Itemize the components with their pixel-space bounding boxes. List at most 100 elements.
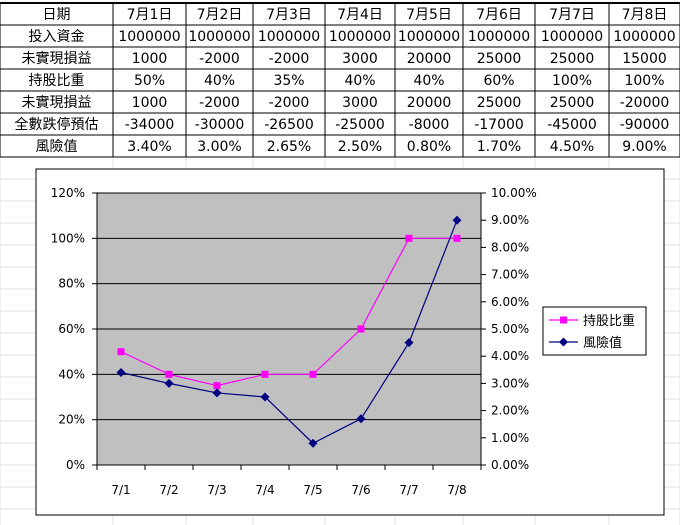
table-cell[interactable]: -17000: [474, 117, 524, 133]
y-right-tick-label: 8.00%: [491, 240, 529, 254]
table-header-cell[interactable]: 7月3日: [266, 7, 312, 23]
y-left-tick-label: 120%: [51, 186, 85, 200]
table-header-cell[interactable]: 7月8日: [622, 7, 668, 23]
table-cell[interactable]: 9.00%: [622, 139, 666, 155]
x-tick-label: 7/3: [207, 483, 226, 497]
table-cell[interactable]: 1000000: [398, 29, 460, 45]
table-header-cell[interactable]: 7月1日: [127, 7, 173, 23]
table-cell[interactable]: 1000: [132, 51, 168, 67]
table-cell[interactable]: -30000: [195, 117, 245, 133]
table-row-label[interactable]: 未實現損益: [22, 50, 92, 67]
series-line: [120, 219, 458, 444]
table-cell[interactable]: 1000000: [188, 29, 250, 45]
legend-label: 風險值: [583, 335, 622, 351]
table-cell[interactable]: 15000: [622, 51, 667, 67]
table-cell[interactable]: 25000: [550, 95, 595, 111]
data-point-diamond[interactable]: [308, 438, 318, 448]
table-cell[interactable]: 25000: [477, 95, 522, 111]
table-row-label[interactable]: 風險值: [36, 139, 78, 155]
data-point-square[interactable]: [261, 370, 269, 378]
table-cell[interactable]: 4.50%: [550, 139, 594, 155]
table-cell[interactable]: 50%: [134, 73, 165, 89]
data-point-square[interactable]: [405, 234, 413, 242]
table-cell[interactable]: 3000: [342, 95, 378, 111]
x-tick-label: 7/6: [351, 483, 370, 497]
table-cell[interactable]: 2.65%: [267, 139, 311, 155]
table-cell[interactable]: 0.80%: [407, 139, 451, 155]
data-point-square[interactable]: [453, 234, 461, 242]
table-cell[interactable]: 3000: [342, 51, 378, 67]
table-cell[interactable]: -2000: [269, 95, 310, 111]
table-cell[interactable]: -34000: [125, 117, 175, 133]
table-cell[interactable]: 20000: [407, 51, 452, 67]
table-cell[interactable]: 1000000: [541, 29, 603, 45]
table-cell[interactable]: 35%: [273, 73, 304, 89]
data-point-diamond[interactable]: [404, 338, 414, 348]
data-point-square[interactable]: [165, 370, 173, 378]
table-cell[interactable]: 1000000: [118, 29, 180, 45]
table-row-label[interactable]: 未實現損益: [22, 94, 92, 111]
table-header-cell[interactable]: 7月7日: [549, 7, 595, 23]
data-point-square[interactable]: [357, 325, 365, 333]
legend-marker[interactable]: [560, 316, 567, 324]
table-cell[interactable]: -25000: [335, 117, 385, 133]
y-left-tick-label: 100%: [51, 231, 85, 245]
chart[interactable]: 0% 20% 40% 60% 80% 100% 120% 0.00% 1.00% 2.00% 3.0…: [35, 168, 665, 516]
table-cell[interactable]: -45000: [547, 117, 597, 133]
legend-marker[interactable]: [559, 337, 568, 347]
table-cell[interactable]: 25000: [477, 51, 522, 67]
table-cell[interactable]: 3.00%: [197, 139, 241, 155]
table-row-label[interactable]: 持股比重: [29, 73, 85, 89]
data-point-diamond[interactable]: [212, 388, 222, 398]
table-cell[interactable]: 100%: [552, 73, 592, 89]
table-cell[interactable]: 20000: [407, 95, 452, 111]
table-header-cell[interactable]: 7月6日: [476, 7, 522, 23]
table-cell[interactable]: -2000: [199, 95, 240, 111]
table-row-label[interactable]: 全數跌停預估: [15, 116, 99, 133]
table-header-cell[interactable]: 7月2日: [197, 7, 243, 23]
data-point-diamond[interactable]: [260, 392, 270, 402]
table-cell[interactable]: 2.50%: [338, 139, 382, 155]
data-point-diamond[interactable]: [452, 215, 462, 225]
table-cell[interactable]: 1000000: [468, 29, 530, 45]
x-tick-label: 7/4: [255, 483, 274, 497]
data-point-square[interactable]: [213, 382, 221, 390]
y-left-tick-label: 20%: [58, 413, 85, 427]
table-cell[interactable]: -2000: [199, 51, 240, 67]
data-point-diamond[interactable]: [116, 368, 126, 378]
legend-box: [542, 306, 647, 356]
table-cell[interactable]: 1000: [132, 95, 168, 111]
table-cell[interactable]: -2000: [269, 51, 310, 67]
y-left-tick-label: 40%: [58, 367, 85, 381]
table-cell[interactable]: 100%: [624, 73, 664, 89]
table-cell[interactable]: 1.70%: [477, 139, 521, 155]
y-right-tick-label: 10.00%: [491, 186, 537, 200]
table-cell[interactable]: 40%: [204, 73, 235, 89]
data-point-diamond[interactable]: [356, 414, 366, 424]
x-tick-label: 7/7: [399, 483, 418, 497]
table-cell[interactable]: 40%: [413, 73, 444, 89]
table-cell[interactable]: 40%: [344, 73, 375, 89]
table-row-label[interactable]: 投入資金: [29, 29, 85, 45]
data-point-square[interactable]: [309, 370, 317, 378]
table-header-cell[interactable]: 7月5日: [406, 7, 452, 23]
table-cell[interactable]: -26500: [264, 117, 314, 133]
table-cell[interactable]: 1000000: [258, 29, 320, 45]
table-cell[interactable]: 1000000: [613, 29, 675, 45]
table-cell[interactable]: -90000: [620, 117, 670, 133]
table-cell[interactable]: 1000000: [329, 29, 391, 45]
table-cell[interactable]: 60%: [483, 73, 514, 89]
table-header-cell[interactable]: 日期: [43, 7, 71, 23]
table-header-cell[interactable]: 7月4日: [337, 7, 383, 23]
y-right-tick-label: 5.00%: [491, 322, 529, 336]
data-point-square[interactable]: [117, 348, 125, 356]
table-cell[interactable]: 3.40%: [127, 139, 171, 155]
y-right-tick-label: 9.00%: [491, 213, 529, 227]
table-cell[interactable]: -20000: [620, 95, 670, 111]
table-cell[interactable]: 25000: [550, 51, 595, 67]
table-cell[interactable]: -8000: [409, 117, 450, 133]
data-point-diamond[interactable]: [164, 378, 174, 388]
